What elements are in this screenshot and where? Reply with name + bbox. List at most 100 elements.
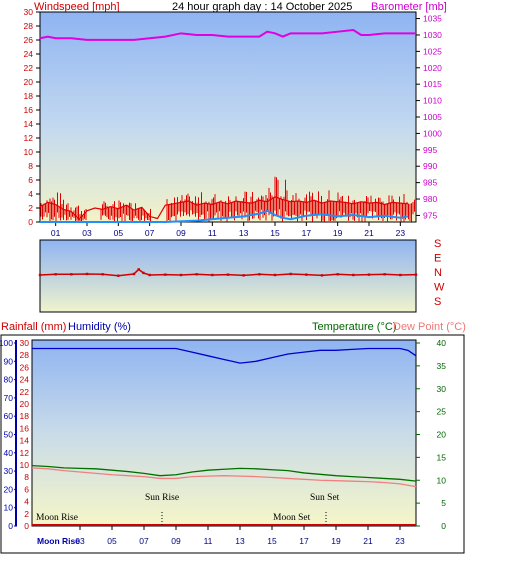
time-x-tick-label-lower: 11 (204, 536, 213, 546)
time-x-tick-label-lower: 13 (235, 536, 245, 546)
direction-point (195, 273, 198, 276)
moon-rise-label: Moon Rise (36, 513, 78, 523)
time-x-tick-label-lower: 07 (139, 536, 149, 546)
humidity-line (32, 347, 417, 364)
graph-title: 24 hour graph day : 14 October 2025 (172, 1, 352, 13)
rain-y-tick-label: 2 (24, 509, 29, 519)
direction-point (70, 273, 73, 276)
windspeed-line (39, 196, 409, 221)
wind-y-tick-label: 8 (28, 161, 33, 171)
direction-point (132, 272, 136, 276)
wind-y-tick-label: 22 (24, 63, 34, 73)
moon-set-label: Moon Set (273, 513, 311, 523)
wind-average-line (40, 209, 409, 223)
rain-y-tick-label: 16 (20, 423, 30, 433)
rain-y-tick-label: 8 (24, 472, 29, 482)
barometer-y-tick-label: 975 (423, 210, 437, 220)
time-x-tick-label-lower: 05 (107, 536, 117, 546)
wind-y-tick-label: 6 (28, 175, 33, 185)
barometer-y-tick-label: 1035 (423, 14, 442, 24)
time-x-tick-label: 05 (114, 228, 124, 238)
time-x-tick-label-lower: 21 (363, 536, 373, 546)
humidity-y-tick-label: 50 (4, 430, 14, 440)
time-x-tick-label: 03 (82, 228, 92, 238)
direction-compass-label: S (434, 238, 441, 250)
time-x-tick-label: 07 (145, 228, 155, 238)
wind-series (39, 29, 416, 223)
lower-axes: 0102030405060708090100024681012141618202… (0, 338, 446, 546)
humidity-axis-title: Humidity (%) (68, 321, 131, 333)
wind-y-tick-label: 18 (24, 91, 34, 101)
direction-point (399, 273, 402, 277)
time-x-tick-label-lower: 03 (75, 536, 85, 546)
direction-series (38, 268, 418, 277)
direction-point (164, 273, 167, 276)
sun-rise-label: Sun Rise (145, 493, 179, 503)
humidity-y-tick-label: 40 (4, 448, 14, 458)
rain-y-tick-label: 30 (20, 338, 30, 348)
time-x-tick-label: 09 (176, 228, 186, 238)
time-x-tick-label-lower: 19 (331, 536, 341, 546)
barometer-y-axis: 975 980 985 990 995 1000 1005 1010 1015 1020 1025 1… (416, 14, 442, 220)
lower-series (31, 347, 417, 526)
wind-y-tick-label: 12 (24, 133, 34, 143)
direction-point (336, 273, 339, 276)
direction-compass-label: E (434, 253, 441, 265)
barometer-y-tick-label: 1015 (423, 79, 442, 89)
barometer-y-tick-label: 1000 (423, 128, 442, 138)
barometer-line (39, 29, 416, 41)
wind-y-tick-label: 10 (24, 147, 34, 157)
temperature-axis-title: Temperature (°C) (312, 321, 396, 333)
dewpoint-line (31, 467, 417, 488)
lower-frame (0, 334, 465, 554)
time-x-tick-label-lower: 23 (395, 536, 405, 546)
humidity-y-tick-label: 10 (4, 503, 14, 513)
direction-point (383, 273, 386, 276)
rain-y-tick-label: 26 (20, 362, 30, 372)
time-x-tick-label: 01 (51, 228, 61, 238)
barometer-y-tick-label: 990 (423, 161, 437, 171)
humidity-y-tick-label: 80 (4, 375, 14, 385)
rain-y-tick-label: 22 (20, 387, 30, 397)
direction-point (273, 273, 277, 277)
rain-y-tick-label: 14 (20, 436, 30, 446)
wind-plot-area (39, 11, 417, 223)
barometer-y-tick-label: 1020 (423, 63, 442, 73)
temperature-y-tick-label: 40 (437, 338, 447, 348)
direction-point (85, 272, 89, 276)
direction-point (38, 273, 42, 277)
rain-axis-title: Rainfall (mm) (1, 321, 66, 333)
direction-point (101, 273, 104, 276)
barometer-axis-title: Barometer [mb] (371, 1, 447, 13)
rain-y-tick-label: 28 (20, 350, 30, 360)
temperature-y-tick-label: 15 (437, 452, 447, 462)
temperature-y-tick-label: 35 (437, 361, 447, 371)
time-x-tick-label: 15 (270, 228, 280, 238)
direction-point (54, 273, 57, 276)
wind-y-tick-label: 30 (24, 7, 34, 17)
humidity-plot-area (31, 339, 417, 527)
barometer-y-tick-label: 980 (423, 194, 437, 204)
humidity-y-tick-label: 90 (4, 356, 14, 366)
direction-compass-label: N (434, 267, 442, 279)
temperature-line (31, 464, 417, 482)
time-x-tick-label: 17 (302, 228, 312, 238)
time-x-tick-label-lower: 15 (267, 536, 277, 546)
temperature-y-tick-label: 5 (441, 498, 446, 508)
sun-set-label: Sun Set (310, 493, 340, 503)
barometer-y-tick-label: 1005 (423, 112, 442, 122)
wind-axis-title: Windspeed [mph] (34, 1, 120, 13)
humidity-y-tick-label: 0 (8, 521, 13, 531)
direction-point (289, 272, 292, 276)
time-x-tick-label: 19 (333, 228, 343, 238)
rain-y-tick-label: 18 (20, 411, 30, 421)
direction-compass-label: W (434, 282, 445, 294)
time-x-tick-label: 23 (396, 228, 406, 238)
rain-y-tick-label: 0 (24, 521, 29, 531)
wind-y-tick-label: 26 (24, 35, 34, 45)
rain-y-tick-label: 12 (20, 448, 30, 458)
humidity-y-tick-label: 70 (4, 393, 14, 403)
